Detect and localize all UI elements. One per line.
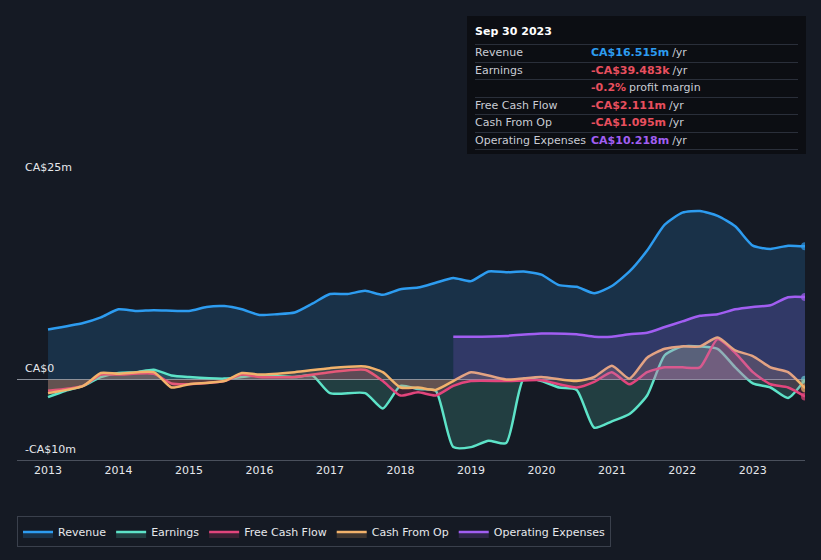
svg-text:2017: 2017 [316, 464, 344, 477]
html-text:CA$16.515m /yr: CA$16.515m /yr [591, 46, 687, 59]
svg-text:Cash From Op: Cash From Op [372, 526, 449, 539]
html-text:Free Cash Flow: Free Cash Flow [475, 98, 558, 112]
html-text:Cash From Op: Cash From Op [475, 116, 552, 129]
html-text:-CA$2.111m /yr: -CA$2.111m /yr [591, 98, 684, 112]
svg-text:Free Cash Flow: Free Cash Flow [244, 526, 327, 539]
svg-text:2022: 2022 [668, 464, 696, 477]
svg-text:-CA$10m: -CA$10m [25, 443, 76, 456]
html-text:Revenue: Revenue [475, 46, 523, 59]
svg-text:CA$0: CA$0 [25, 362, 54, 375]
svg-text:2013: 2013 [34, 464, 62, 477]
svg-text:2020: 2020 [527, 464, 555, 477]
svg-text:2023: 2023 [739, 464, 767, 477]
html-text:Operating Expenses: Operating Expenses [475, 133, 586, 147]
svg-text:Revenue: Revenue [58, 526, 106, 539]
svg-text:2019: 2019 [457, 464, 485, 477]
svg-text:CA$25m: CA$25m [25, 161, 72, 174]
svg-text:2016: 2016 [245, 464, 273, 477]
svg-text:2015: 2015 [175, 464, 203, 477]
svg-text:2021: 2021 [598, 464, 626, 477]
html-text:-CA$1.095m /yr: -CA$1.095m /yr [591, 116, 684, 129]
html-text:-0.2% profit margin: -0.2% profit margin [591, 81, 701, 94]
html-text:Sep 30 2023: Sep 30 2023 [475, 25, 552, 38]
svg-text:Earnings: Earnings [151, 526, 199, 539]
html-text:-CA$39.483k /yr: -CA$39.483k /yr [591, 63, 688, 77]
svg-text:Operating Expenses: Operating Expenses [494, 526, 605, 539]
svg-text:2014: 2014 [105, 464, 133, 477]
html-text:CA$10.218m /yr: CA$10.218m /yr [591, 133, 687, 147]
html-text:Earnings: Earnings [475, 63, 523, 77]
svg-text:2018: 2018 [386, 464, 414, 477]
